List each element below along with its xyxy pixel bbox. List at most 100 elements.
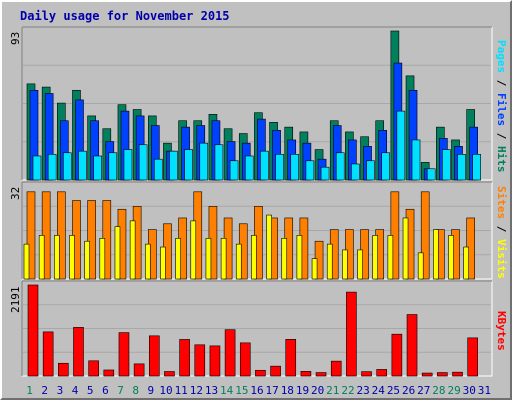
bar-kbytes-day-21: [330, 360, 342, 377]
bar-kbytes-day-14: [224, 329, 236, 377]
bar-kbytes-day-1: [27, 284, 39, 377]
bar-kbytes-day-6: [103, 369, 115, 377]
x-tick-label-day-21: 21: [326, 384, 339, 397]
bar-pages-day-18: [290, 154, 300, 181]
bar-kbytes-day-10: [164, 371, 175, 377]
x-tick-label-day-25: 25: [387, 384, 400, 397]
bar-pages-day-25: [396, 110, 406, 181]
bar-kbytes-day-9: [148, 335, 160, 377]
bar-visits-day-12: [190, 220, 197, 280]
bar-pages-day-26: [411, 139, 421, 181]
bar-visits-day-13: [205, 238, 212, 280]
x-tick-label-day-2: 2: [41, 384, 48, 397]
bar-kbytes-day-16: [255, 369, 266, 377]
bar-pages-day-13: [214, 144, 224, 181]
bar-visits-day-20: [311, 258, 318, 280]
bar-kbytes-day-18: [285, 339, 297, 377]
bar-visits-day-19: [296, 235, 303, 280]
bar-kbytes-day-15: [239, 342, 251, 377]
bar-visits-day-23: [357, 249, 363, 280]
bar-visits-day-10: [160, 246, 166, 280]
bar-visits-day-17: [266, 214, 272, 280]
bar-kbytes-day-2: [42, 331, 54, 377]
bar-pages-day-23: [366, 160, 375, 181]
x-tick-label-day-15: 15: [235, 384, 248, 397]
bar-kbytes-day-23: [361, 371, 372, 377]
x-tick-label-day-11: 11: [175, 384, 188, 397]
x-tick-label-day-23: 23: [357, 384, 370, 397]
x-tick-label-day-31: 31: [478, 384, 491, 397]
x-tick-label-day-27: 27: [417, 384, 430, 397]
bar-kbytes-day-30: [467, 337, 478, 377]
bar-kbytes-day-5: [88, 360, 99, 377]
bar-kbytes-day-13: [209, 345, 221, 377]
bar-pages-day-9: [153, 158, 163, 181]
bar-pages-day-17: [275, 154, 284, 181]
bar-pages-day-5: [93, 155, 102, 181]
bar-pages-day-3: [63, 152, 72, 181]
chart-title: Daily usage for November 2015: [20, 9, 230, 23]
bar-kbytes-day-20: [315, 372, 327, 377]
bar-kbytes-day-22: [346, 291, 357, 377]
bar-kbytes-day-12: [194, 344, 206, 377]
bar-pages-day-19: [305, 160, 315, 181]
x-tick-label-day-22: 22: [341, 384, 354, 397]
bar-visits-day-21: [326, 243, 333, 280]
bar-visits-day-24: [372, 235, 379, 280]
bar-pages-day-7: [123, 149, 133, 181]
bar-visits-day-28: [433, 229, 439, 280]
bar-visits-day-6: [99, 238, 106, 280]
bar-visits-day-29: [448, 235, 454, 280]
x-tick-label-day-9: 9: [148, 384, 155, 397]
bar-visits-day-15: [235, 243, 242, 280]
bar-visits-day-26: [402, 217, 409, 280]
bar-pages-day-20: [320, 166, 330, 181]
x-tick-label-day-17: 17: [266, 384, 279, 397]
x-tick-label-day-12: 12: [190, 384, 203, 397]
bar-visits-day-25: [387, 235, 394, 280]
bar-visits-day-14: [220, 238, 227, 280]
bar-visits-day-9: [144, 243, 151, 280]
bar-pages-day-27: [426, 168, 436, 181]
bar-visits-day-16: [251, 235, 257, 280]
x-tick-label-day-10: 10: [159, 384, 172, 397]
bar-pages-day-14: [229, 160, 239, 181]
bar-kbytes-day-19: [300, 371, 312, 377]
bar-kbytes-day-25: [391, 333, 403, 377]
bar-pages-day-30: [472, 154, 481, 181]
bar-visits-day-5: [84, 240, 90, 280]
bar-visits-day-1: [23, 243, 30, 280]
x-tick-label-day-5: 5: [87, 384, 94, 397]
bar-sites-day-1: [26, 191, 36, 280]
bar-visits-day-27: [417, 252, 424, 280]
x-tick-label-day-14: 14: [220, 384, 234, 397]
bar-pages-day-10: [169, 150, 178, 181]
bar-kbytes-day-27: [421, 372, 433, 377]
bar-kbytes-day-29: [452, 371, 463, 377]
bar-pages-day-24: [381, 152, 391, 181]
x-tick-label-day-26: 26: [402, 384, 415, 397]
x-tick-label-day-19: 19: [296, 384, 309, 397]
x-tick-label-day-28: 28: [432, 384, 445, 397]
bar-kbytes-day-3: [58, 362, 69, 377]
x-tick-label-day-20: 20: [311, 384, 324, 397]
bar-visits-day-3: [54, 235, 60, 280]
bar-pages-day-2: [47, 154, 57, 181]
bar-pages-day-16: [260, 150, 269, 181]
bar-visits-day-7: [114, 226, 121, 280]
bar-pages-day-21: [335, 152, 345, 181]
bar-kbytes-day-8: [133, 363, 145, 377]
bar-visits-day-30: [463, 246, 469, 280]
bar-sites-day-27: [420, 191, 430, 280]
bar-pages-day-15: [244, 155, 254, 181]
x-tick-label-day-3: 3: [57, 384, 64, 397]
bar-kbytes-day-28: [437, 372, 448, 377]
bar-kbytes-day-4: [73, 327, 84, 377]
bar-kbytes-day-17: [270, 365, 281, 377]
x-tick-label-day-30: 30: [463, 384, 476, 397]
bar-pages-day-12: [199, 142, 209, 181]
bar-sites-day-5: [87, 200, 96, 280]
bar-kbytes-day-7: [118, 332, 130, 377]
